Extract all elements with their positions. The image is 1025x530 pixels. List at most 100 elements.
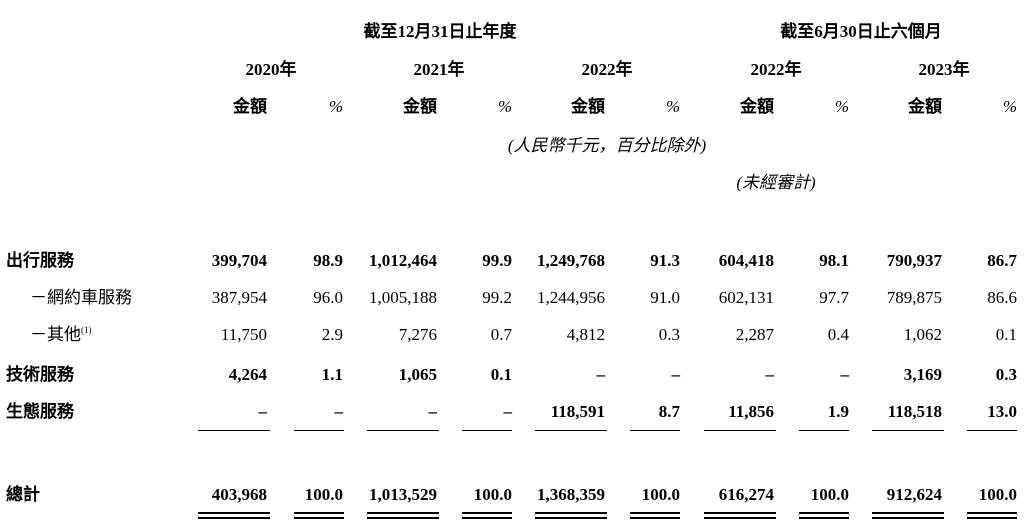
subtotal-rule xyxy=(799,430,849,431)
row-label-ride-hailing: －網約車服務 xyxy=(30,288,132,307)
cell-value: 1,062 xyxy=(903,325,942,344)
cell-value: 7,276 xyxy=(398,325,437,344)
total-double-rule xyxy=(967,512,1017,519)
percent-header: % xyxy=(834,97,849,116)
total-double-rule xyxy=(872,512,944,519)
total-value: 100.0 xyxy=(304,485,343,504)
cell-value: 91.3 xyxy=(650,251,680,270)
cell-value: – xyxy=(428,402,438,421)
amount-header: 金額 xyxy=(403,97,437,116)
total-value: 100.0 xyxy=(473,485,512,504)
total-value: 1,013,529 xyxy=(369,485,437,504)
cell-value: 1.9 xyxy=(827,402,849,421)
percent-header: % xyxy=(665,97,680,116)
cell-value: 98.1 xyxy=(819,251,849,270)
cell-value: 790,937 xyxy=(886,251,942,270)
cell-value: 91.0 xyxy=(650,288,680,307)
total-value: 616,274 xyxy=(718,485,774,504)
cell-value: – xyxy=(334,402,344,421)
percent-header: % xyxy=(497,97,512,116)
year-header-2023-half: 2023年 xyxy=(918,60,970,79)
year-header-2022: 2022年 xyxy=(581,60,633,79)
cell-value: 11,750 xyxy=(220,325,267,344)
cell-value: 11,856 xyxy=(728,402,774,421)
amount-header: 金額 xyxy=(908,97,942,116)
cell-value: 387,954 xyxy=(211,288,267,307)
cell-value: 4,812 xyxy=(566,325,605,344)
total-value: 403,968 xyxy=(211,485,267,504)
total-value: 100.0 xyxy=(641,485,680,504)
cell-value: 1,005,188 xyxy=(369,288,437,307)
subtotal-rule xyxy=(630,430,680,431)
total-double-rule xyxy=(198,512,270,519)
cell-value: 99.2 xyxy=(482,288,512,307)
cell-value: – xyxy=(840,365,850,384)
cell-value: 1,065 xyxy=(398,365,437,384)
row-label-total: 總計 xyxy=(6,485,40,504)
row-label-ecosystem-services: 生態服務 xyxy=(6,402,74,421)
cell-value: 4,264 xyxy=(228,365,267,384)
cell-value: 0.1 xyxy=(995,325,1017,344)
total-double-rule xyxy=(462,512,512,519)
year-header-2022-half: 2022年 xyxy=(750,60,802,79)
cell-value: 399,704 xyxy=(211,251,267,270)
row-label-other: －其他(1) xyxy=(30,325,92,344)
cell-value: 0.3 xyxy=(658,325,680,344)
subtotal-rule xyxy=(704,430,776,431)
cell-value: 96.0 xyxy=(313,288,343,307)
row-label-tech-services: 技術服務 xyxy=(6,365,74,384)
cell-value: 118,518 xyxy=(887,402,942,421)
footnote-marker: (1) xyxy=(81,325,92,335)
cell-value: 1,249,768 xyxy=(537,251,605,270)
cell-value: 0.4 xyxy=(827,325,849,344)
cell-value: 604,418 xyxy=(718,251,774,270)
year-header-2021: 2021年 xyxy=(413,60,465,79)
cell-value: 1,012,464 xyxy=(369,251,437,270)
subtotal-rule xyxy=(872,430,944,431)
cell-value: – xyxy=(258,402,268,421)
total-double-rule xyxy=(535,512,607,519)
total-double-rule xyxy=(630,512,680,519)
cell-value: 99.9 xyxy=(482,251,512,270)
total-double-rule xyxy=(799,512,849,519)
subtotal-rule xyxy=(294,430,344,431)
percent-header: % xyxy=(1002,97,1017,116)
cell-value: 118,591 xyxy=(550,402,605,421)
row-label-ride-services: 出行服務 xyxy=(6,251,74,270)
cell-value: 1,244,956 xyxy=(537,288,605,307)
cell-value: – xyxy=(596,365,606,384)
cell-value: 602,131 xyxy=(718,288,774,307)
cell-value: 2.9 xyxy=(321,325,343,344)
subtotal-rule xyxy=(462,430,512,431)
cell-value: 3,169 xyxy=(903,365,942,384)
cell-value: 0.1 xyxy=(490,365,512,384)
total-value: 100.0 xyxy=(810,485,849,504)
cell-value: 0.7 xyxy=(490,325,512,344)
cell-value: 2,287 xyxy=(735,325,774,344)
year-header-2020: 2020年 xyxy=(245,60,297,79)
cell-value: 0.3 xyxy=(995,365,1017,384)
subtotal-rule xyxy=(967,430,1017,431)
amount-header: 金額 xyxy=(740,97,774,116)
percent-header: % xyxy=(328,97,343,116)
period-header-half: 截至6月30日止六個月 xyxy=(780,22,942,41)
cell-value: 86.6 xyxy=(987,288,1017,307)
total-double-rule xyxy=(367,512,439,519)
unaudited-note: (未經審計) xyxy=(736,173,816,192)
total-double-rule xyxy=(704,512,776,519)
total-value: 912,624 xyxy=(886,485,942,504)
subtotal-rule xyxy=(367,430,439,431)
amount-header: 金額 xyxy=(233,97,267,116)
cell-value: 98.9 xyxy=(313,251,343,270)
cell-value: – xyxy=(765,365,775,384)
cell-value: 789,875 xyxy=(886,288,942,307)
cell-value: – xyxy=(503,402,513,421)
total-value: 100.0 xyxy=(978,485,1017,504)
cell-value: 1.1 xyxy=(321,365,343,384)
total-double-rule xyxy=(294,512,344,519)
cell-value: 13.0 xyxy=(987,402,1017,421)
subtotal-rule xyxy=(535,430,607,431)
cell-value: 86.7 xyxy=(987,251,1017,270)
subtotal-rule xyxy=(198,430,270,431)
unit-note: (人民幣千元，百分比除外) xyxy=(507,136,707,155)
